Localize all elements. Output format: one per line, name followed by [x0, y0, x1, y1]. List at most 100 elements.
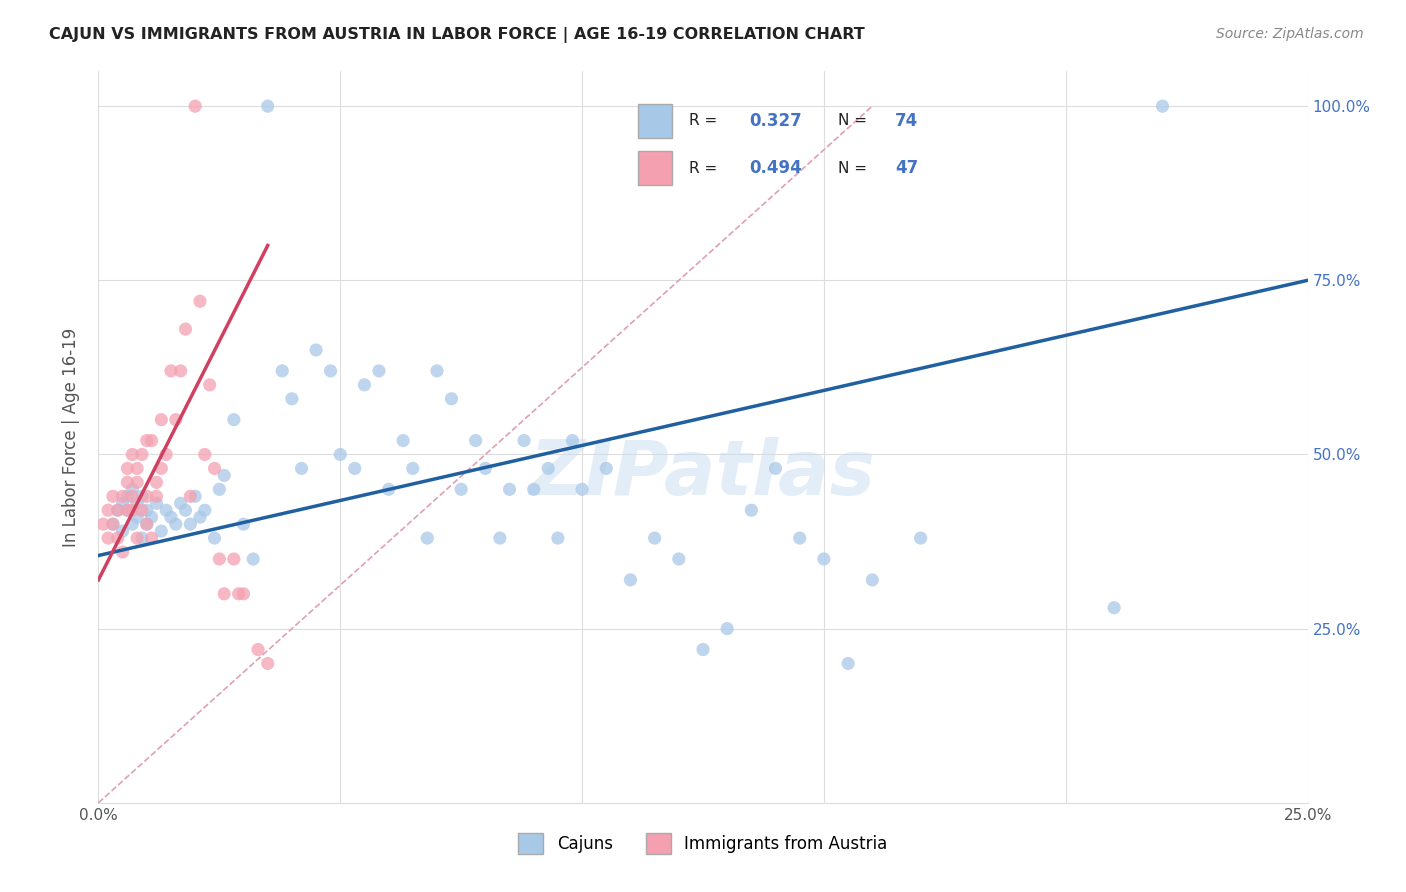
Point: [523, 483, 546, 497]
Point: [117, 503, 139, 517]
Point: [127, 510, 149, 524]
Point: [212, 468, 235, 483]
Point: [188, 294, 211, 309]
Point: [150, 412, 173, 426]
Point: [208, 552, 231, 566]
Point: [107, 503, 129, 517]
Text: CAJUN VS IMMIGRANTS FROM AUSTRIA IN LABOR FORCE | AGE 16-19 CORRELATION CHART: CAJUN VS IMMIGRANTS FROM AUSTRIA IN LABO…: [49, 27, 865, 43]
Legend: Cajuns, Immigrants from Austria: Cajuns, Immigrants from Austria: [512, 827, 894, 860]
Point: [194, 503, 217, 517]
Text: Source: ZipAtlas.com: Source: ZipAtlas.com: [1216, 27, 1364, 41]
Point: [595, 461, 617, 475]
Point: [121, 448, 143, 462]
Point: [232, 517, 254, 532]
Point: [208, 483, 231, 497]
Point: [329, 448, 352, 462]
Point: [474, 461, 496, 475]
Point: [160, 364, 183, 378]
Point: [135, 517, 157, 532]
Point: [619, 573, 641, 587]
Point: [204, 461, 226, 475]
Point: [561, 434, 583, 448]
Point: [537, 461, 560, 475]
Point: [121, 489, 143, 503]
Point: [222, 552, 245, 566]
Point: [141, 510, 163, 524]
Point: [111, 545, 134, 559]
Point: [837, 657, 859, 671]
Point: [271, 364, 294, 378]
Point: [141, 531, 163, 545]
Point: [135, 517, 157, 532]
Point: [179, 517, 201, 532]
Point: [117, 461, 139, 475]
Point: [174, 322, 197, 336]
Point: [131, 448, 153, 462]
Point: [97, 503, 120, 517]
Point: [188, 510, 211, 524]
Point: [402, 461, 425, 475]
Point: [121, 483, 143, 497]
Point: [135, 489, 157, 503]
Point: [668, 552, 690, 566]
Point: [117, 503, 139, 517]
Point: [135, 503, 157, 517]
Point: [145, 496, 167, 510]
Point: [464, 434, 486, 448]
Point: [353, 377, 375, 392]
Point: [111, 489, 134, 503]
Point: [242, 552, 264, 566]
Point: [111, 496, 134, 510]
Point: [256, 99, 278, 113]
Point: [740, 503, 762, 517]
Point: [450, 483, 472, 497]
Point: [813, 552, 835, 566]
Y-axis label: In Labor Force | Age 16-19: In Labor Force | Age 16-19: [62, 327, 80, 547]
Point: [489, 531, 512, 545]
Point: [111, 524, 134, 538]
Point: [127, 496, 149, 510]
Point: [194, 448, 217, 462]
Point: [212, 587, 235, 601]
Point: [343, 461, 366, 475]
Point: [150, 461, 173, 475]
Text: ZIPatlas: ZIPatlas: [530, 437, 876, 510]
Point: [174, 503, 197, 517]
Point: [256, 657, 278, 671]
Point: [377, 483, 399, 497]
Point: [169, 496, 191, 510]
Point: [141, 434, 163, 448]
Point: [1152, 99, 1174, 113]
Point: [131, 531, 153, 545]
Point: [392, 434, 415, 448]
Point: [165, 517, 187, 532]
Point: [426, 364, 449, 378]
Point: [121, 517, 143, 532]
Point: [281, 392, 304, 406]
Point: [228, 587, 250, 601]
Point: [290, 461, 312, 475]
Point: [305, 343, 328, 357]
Point: [789, 531, 811, 545]
Point: [513, 434, 536, 448]
Point: [860, 573, 883, 587]
Point: [107, 503, 129, 517]
Point: [107, 531, 129, 545]
Point: [498, 483, 520, 497]
Point: [145, 489, 167, 503]
Point: [198, 377, 221, 392]
Point: [121, 503, 143, 517]
Point: [169, 364, 191, 378]
Point: [101, 517, 124, 532]
Point: [150, 524, 173, 538]
Point: [716, 622, 738, 636]
Point: [97, 531, 120, 545]
Point: [127, 475, 149, 490]
Point: [91, 517, 114, 532]
Point: [204, 531, 226, 545]
Point: [155, 448, 177, 462]
Point: [184, 489, 207, 503]
Point: [127, 461, 149, 475]
Point: [440, 392, 463, 406]
Point: [155, 503, 177, 517]
